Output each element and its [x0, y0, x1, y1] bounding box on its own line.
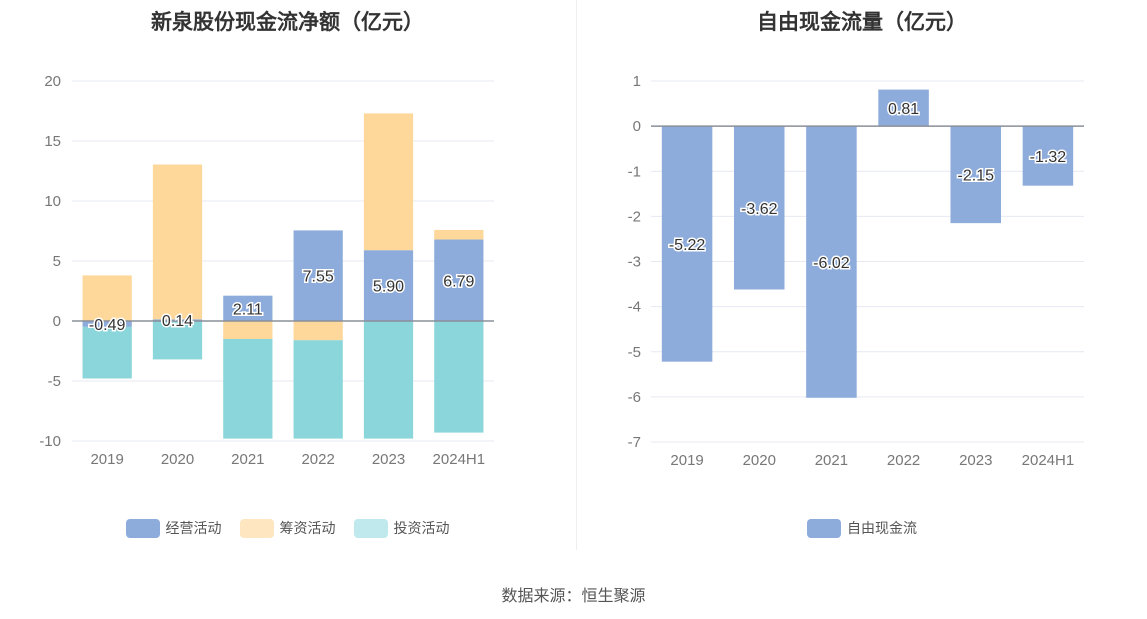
data-label: -1.32: [1030, 149, 1067, 166]
legend-item[interactable]: 筹资活动: [239, 518, 336, 538]
bar: [878, 89, 929, 127]
x-tick-label: 2021: [815, 452, 848, 469]
data-label: 7.55: [303, 269, 334, 286]
x-tick-label: 2023: [372, 451, 405, 468]
y-tick-label: -3: [628, 254, 641, 271]
bar: [82, 326, 132, 379]
data-source-note: 数据来源：恒生聚源: [501, 586, 646, 605]
bar: [806, 126, 857, 398]
data-label: -5.22: [669, 237, 706, 254]
free-cash-flow-chart-panel: 自由现金流量（亿元） -7 -6 -5 -4 -3 -2 -1 0 1 2019 2020 2021 2…: [577, 0, 1147, 550]
x-tick-label: 2024H1: [433, 451, 486, 468]
legend-label: 筹资活动: [279, 521, 336, 537]
bar: [152, 164, 203, 320]
x-tick-label: 2023: [959, 452, 992, 469]
legend-item[interactable]: 投资活动: [353, 518, 450, 538]
cash-flow-net-chart: -10 -5 0 5 10 15 20 2019 2020 2021 2022 2023 2024H1 -…: [39, 73, 494, 468]
bar: [82, 275, 132, 321]
bar: [223, 339, 273, 439]
bar: [1022, 126, 1074, 186]
bar: [950, 126, 1002, 224]
x-tick-label: 2020: [743, 452, 776, 469]
x-tick-label: 2024H1: [1022, 452, 1075, 469]
bar: [223, 321, 273, 339]
y-tick-label: -6: [628, 389, 641, 406]
chart-legend: 自由现金流: [577, 518, 1147, 538]
y-tick-label: -7: [628, 434, 641, 451]
x-tick-label: 2022: [887, 452, 920, 469]
legend-swatch: [807, 518, 841, 538]
chart-title: 自由现金流量（亿元）: [757, 10, 967, 34]
y-tick-label: 0: [633, 118, 641, 135]
chart-legend: 经营活动 筹资活动 投资活动: [0, 518, 575, 538]
cash-flow-net-chart-panel: 新泉股份现金流净额（亿元） -10 -5 0 5 10 15 20 2019 2020 2021 2…: [0, 0, 575, 550]
y-tick-label: -5: [628, 344, 641, 361]
bar: [293, 340, 343, 439]
y-tick-label: 1: [633, 73, 641, 90]
bar: [733, 126, 785, 290]
bar: [82, 321, 132, 327]
bar: [293, 321, 343, 341]
bar: [293, 230, 343, 321]
y-tick-label: -1: [628, 163, 641, 180]
y-tick-label: -5: [48, 373, 61, 390]
y-tick-label: -4: [628, 299, 641, 316]
y-tick-label: -10: [39, 433, 61, 450]
y-tick-label: -2: [628, 208, 641, 225]
legend-swatch: [125, 518, 160, 538]
free-cash-flow-chart: -7 -6 -5 -4 -3 -2 -1 0 1 2019 2020 2021 2022 2023 2024…: [628, 73, 1084, 469]
data-label: 5.90: [373, 279, 404, 296]
y-tick-label: 5: [53, 253, 61, 270]
y-tick-label: 20: [44, 73, 61, 90]
data-label: -0.49: [89, 317, 126, 334]
y-tick-label: 10: [44, 193, 61, 210]
legend-item[interactable]: 自由现金流: [807, 518, 917, 538]
y-tick-label: 0: [53, 313, 61, 330]
data-label: -2.15: [958, 168, 995, 185]
legend-swatch: [353, 518, 388, 538]
chart-title: 新泉股份现金流净额（亿元）: [151, 10, 424, 34]
bar: [434, 229, 484, 240]
bar: [661, 126, 713, 362]
legend-item[interactable]: 经营活动: [125, 518, 222, 538]
bar: [434, 239, 484, 321]
bar: [152, 319, 203, 321]
data-label: 0.14: [162, 313, 193, 330]
x-tick-label: 2022: [301, 451, 334, 468]
data-label: 6.79: [443, 273, 474, 290]
bar: [363, 321, 414, 439]
data-label: -3.62: [741, 201, 778, 218]
legend-label: 自由现金流: [847, 521, 917, 537]
bar: [363, 250, 414, 321]
x-tick-label: 2020: [161, 451, 194, 468]
legend-label: 经营活动: [165, 521, 222, 537]
x-tick-label: 2019: [670, 452, 703, 469]
data-label: 2.11: [233, 301, 263, 318]
bar: [434, 321, 484, 433]
legend-swatch: [239, 518, 274, 538]
data-label: 0.81: [888, 101, 919, 118]
panel-divider: [576, 0, 577, 550]
x-tick-label: 2019: [90, 451, 123, 468]
bar: [223, 295, 273, 321]
data-label: -6.02: [813, 255, 850, 272]
y-tick-label: 15: [44, 133, 61, 150]
bar: [363, 113, 414, 251]
x-tick-label: 2021: [231, 451, 264, 468]
legend-label: 投资活动: [393, 521, 450, 537]
bar: [152, 321, 203, 360]
